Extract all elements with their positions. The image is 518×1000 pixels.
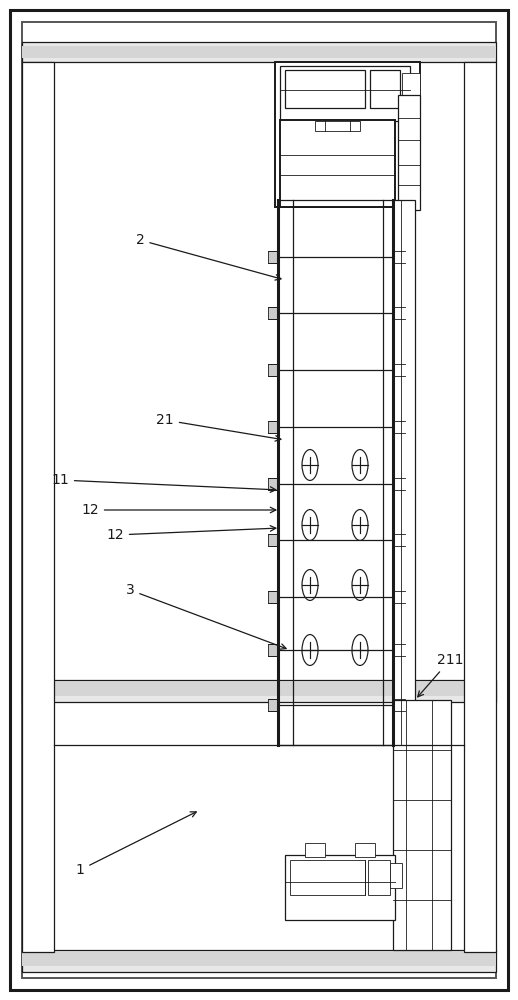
Text: 11: 11 [51,473,276,492]
Bar [22,62,54,952]
Bar [268,478,278,490]
Bar [464,62,496,952]
Bar [398,95,420,210]
Bar [268,421,278,433]
Bar [22,952,496,966]
Bar [393,644,405,656]
Bar [393,534,405,546]
Bar [355,843,375,857]
Bar [280,66,410,121]
Bar [393,478,405,490]
Bar [268,591,278,603]
Text: 21: 21 [156,413,281,441]
Bar [393,700,451,950]
Text: 12: 12 [106,526,276,542]
Bar [285,70,365,108]
Bar [268,307,278,319]
Bar [268,534,278,546]
Bar [393,591,405,603]
Bar [22,950,496,972]
Bar [402,73,420,103]
Bar [22,46,496,58]
Bar [368,860,390,895]
Bar [305,843,325,857]
Bar [393,699,405,711]
Text: 2: 2 [136,233,281,280]
Bar [280,120,395,207]
Bar [290,860,365,895]
Bar [275,62,420,207]
Bar [22,682,496,696]
Bar [268,699,278,711]
Bar [22,42,496,62]
Text: 3: 3 [126,583,286,649]
Bar [268,251,278,263]
Bar [393,200,415,745]
Bar [393,364,405,376]
Bar [268,364,278,376]
Bar [393,307,405,319]
Text: 211: 211 [418,653,463,697]
Bar [393,251,405,263]
Bar [393,421,405,433]
Text: 1: 1 [76,812,196,877]
Bar [370,70,400,108]
Text: 12: 12 [81,503,276,517]
Bar [22,680,496,702]
Bar [315,121,360,131]
Bar [285,855,395,920]
Bar [268,644,278,656]
Bar [390,863,402,888]
